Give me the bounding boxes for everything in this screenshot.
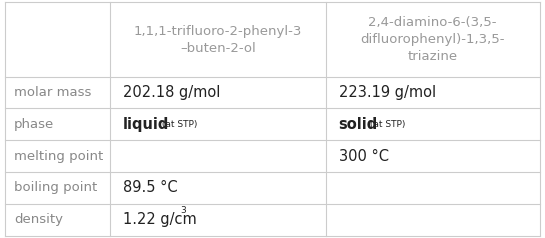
Text: (at STP): (at STP) <box>367 120 405 129</box>
Text: boiling point: boiling point <box>14 181 97 194</box>
Text: solid: solid <box>339 117 378 132</box>
Text: melting point: melting point <box>14 150 103 163</box>
Text: phase: phase <box>14 118 54 131</box>
Text: 2,4-diamino-6-(3,5-
difluorophenyl)-1,3,5-
triazine: 2,4-diamino-6-(3,5- difluorophenyl)-1,3,… <box>360 16 505 63</box>
Text: 223.19 g/mol: 223.19 g/mol <box>339 85 436 100</box>
Text: 89.5 °C: 89.5 °C <box>123 180 177 195</box>
Text: 300 °C: 300 °C <box>339 149 389 164</box>
Text: density: density <box>14 213 63 226</box>
Text: molar mass: molar mass <box>14 86 91 99</box>
Text: 3: 3 <box>180 206 186 215</box>
Text: 1,1,1-trifluoro-2-phenyl-3
–buten-2-ol: 1,1,1-trifluoro-2-phenyl-3 –buten-2-ol <box>134 25 302 55</box>
Text: liquid: liquid <box>123 117 169 132</box>
Text: (at STP): (at STP) <box>159 120 197 129</box>
Text: 202.18 g/mol: 202.18 g/mol <box>123 85 220 100</box>
Text: 1.22 g/cm: 1.22 g/cm <box>123 212 196 227</box>
